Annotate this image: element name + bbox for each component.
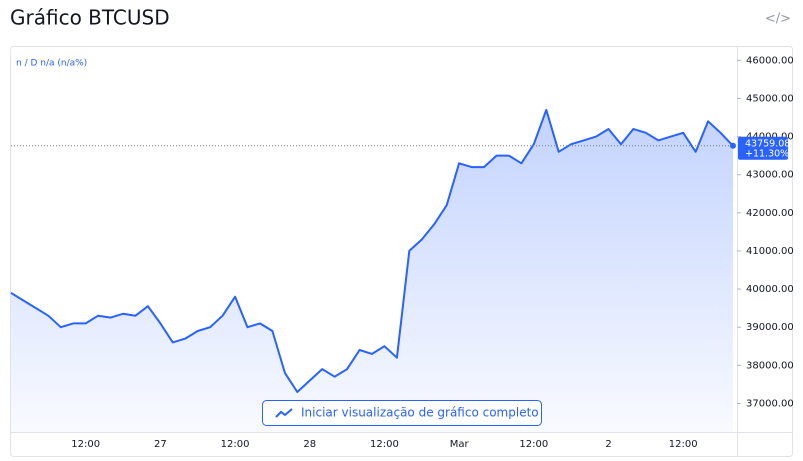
x-tick-label: 28 [303, 439, 316, 450]
area [11, 109, 733, 433]
last-point [730, 142, 736, 149]
price-line [10, 108, 734, 393]
y-tick-label: 39000.00 [746, 322, 794, 333]
x-tick-label: Mar [450, 439, 470, 450]
y-tick-label: 37000.00 [746, 398, 794, 409]
button-box[interactable] [262, 400, 542, 426]
x-tick-label: 12:00 [669, 439, 698, 450]
y-tick-label: 45000.00 [746, 93, 794, 104]
x-tick-label: 2 [605, 439, 611, 450]
price-badge-change: +11.30% [745, 148, 789, 159]
y-tick-label: 43000.00 [746, 170, 794, 181]
full-chart-button[interactable]: Iniciar visualização de gráfico completo [262, 400, 542, 426]
y-tick-label: 46000.00 [746, 55, 794, 66]
y-tick-label: 40000.00 [746, 284, 794, 295]
y-tick-label: 38000.00 [746, 360, 794, 371]
price-badge-value: 43759.08 [745, 138, 790, 149]
x-tick-label: 12:00 [221, 439, 250, 450]
y-tick-label: 42000.00 [746, 208, 794, 219]
price-badge [738, 136, 788, 160]
x-tick-label: 12:00 [370, 439, 399, 450]
chart-title: Gráfico BTCUSD [10, 6, 170, 30]
x-tick-label: 12:00 [71, 439, 100, 450]
embed-icon[interactable]: </> [765, 12, 791, 27]
y-tick-label: 41000.00 [746, 246, 794, 257]
chart-frame [10, 46, 793, 457]
button-text[interactable]: Iniciar visualização de gráfico completo [301, 406, 539, 420]
x-tick-label: 27 [154, 439, 167, 450]
legend-text: n / D n/a (n/a%) [16, 59, 87, 69]
x-tick-label: 12:00 [519, 439, 548, 450]
button-icon [275, 408, 293, 418]
